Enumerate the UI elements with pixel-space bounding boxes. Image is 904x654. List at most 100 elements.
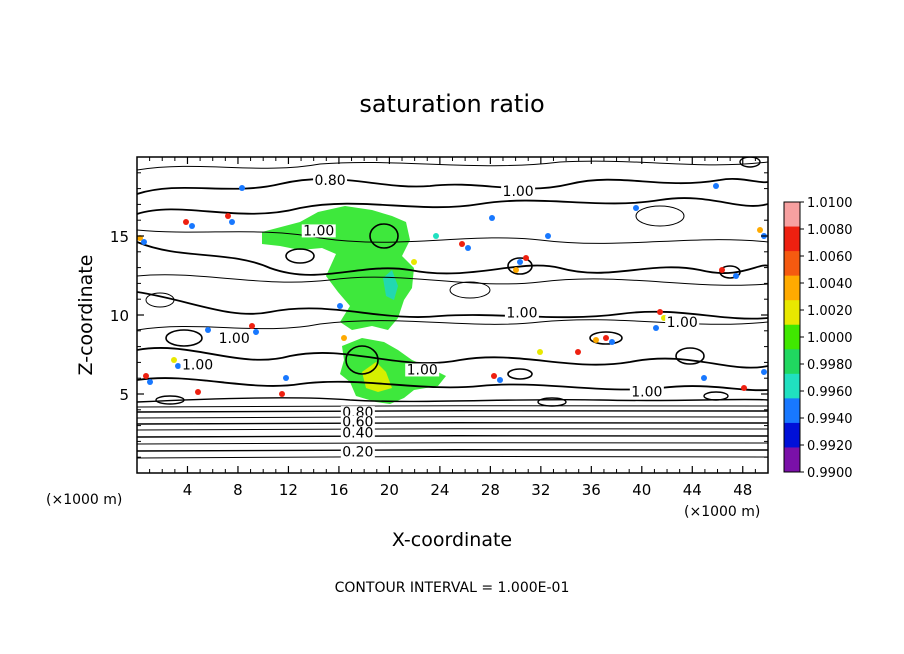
color-speck — [633, 205, 639, 211]
contour-loop-16 — [739, 157, 761, 168]
color-speck — [249, 323, 255, 329]
contour-loop-9 — [449, 281, 491, 299]
contour-line-low-4 — [137, 435, 768, 438]
color-speck — [657, 309, 663, 315]
colorbar-level-label: 0.9900 — [807, 466, 853, 481]
colorbar-level-label: 1.0080 — [807, 223, 853, 238]
color-speck — [433, 233, 439, 239]
contour-label: 0.80 — [315, 173, 346, 189]
contour-line-1-lower — [137, 377, 768, 392]
color-speck — [497, 377, 503, 383]
contour-label: 1.00 — [506, 306, 537, 322]
contour-loop-15 — [703, 391, 729, 401]
color-speck — [189, 223, 195, 229]
contour-line-08-top — [137, 178, 768, 195]
green-saturation-regions — [262, 206, 446, 404]
color-speck — [143, 373, 149, 379]
colorbar-level-label: 1.0060 — [807, 250, 853, 265]
colorbar-swatch — [784, 275, 800, 301]
contour-loop-4 — [507, 368, 533, 380]
contour-line-low-3 — [137, 442, 768, 445]
contour-label-bg — [340, 415, 375, 429]
x-tick-label: 20 — [380, 481, 399, 499]
color-speck — [603, 335, 609, 341]
contour-loop-12 — [345, 345, 379, 375]
color-speck — [537, 349, 543, 355]
color-speck — [225, 213, 231, 219]
colorbar-swatch — [784, 202, 800, 228]
contour-label: 1.00 — [631, 385, 662, 401]
contour-line-low-7 — [137, 416, 768, 419]
colorbar-swatch — [784, 373, 800, 399]
x-tick-label: 4 — [183, 481, 193, 499]
colorbar-swatch — [784, 447, 800, 473]
colorbar-level-label: 0.9920 — [807, 439, 853, 454]
contour-line-low-9 — [137, 405, 768, 408]
colorbar-swatch — [784, 300, 800, 326]
contour-label: 0.40 — [342, 426, 373, 442]
plot-area: 0.801.001.001.001.001.001.00 1.001.000.80… — [110, 156, 769, 499]
contour-line-low-2 — [137, 449, 768, 452]
contour-line-top-thin — [137, 160, 768, 171]
contour-line-1-mid-upper — [137, 241, 768, 276]
x-axis-title: X-coordinate — [392, 529, 512, 551]
colorbar: 1.0100 1.0080 1.0060 1.0040 1.0020 1.0000 0.99… — [783, 196, 853, 481]
contour-label-bg — [504, 306, 539, 320]
x-tick-label: 48 — [733, 481, 752, 499]
color-speck — [141, 239, 147, 245]
contour-line-thin-3 — [137, 274, 768, 286]
colorbar-level-label: 1.0100 — [807, 196, 853, 211]
color-speck — [741, 385, 747, 391]
contour-loop-7 — [675, 347, 705, 365]
colorbar-swatch — [784, 324, 800, 350]
contour-interval-footer: CONTOUR INTERVAL = 1.000E-01 — [335, 580, 570, 596]
color-speck — [253, 329, 259, 335]
color-speck — [719, 267, 725, 273]
color-speck — [653, 325, 659, 331]
color-speck — [205, 327, 211, 333]
color-speck — [545, 233, 551, 239]
color-speck — [239, 185, 245, 191]
color-speck — [491, 373, 497, 379]
green-region-upper — [262, 206, 414, 330]
x-tick-label: 44 — [683, 481, 702, 499]
x-tick-label: 12 — [279, 481, 298, 499]
contour-line-low-8 — [137, 410, 768, 413]
color-speck — [517, 259, 523, 265]
contour-line-thin-2 — [137, 319, 768, 331]
contour-label: 1.00 — [667, 315, 698, 331]
contour-label-bg — [340, 445, 375, 459]
contour-loop-1 — [507, 257, 533, 275]
y-tick-label: 5 — [119, 386, 129, 404]
colorbar-swatch — [784, 398, 800, 424]
contour-label: 1.00 — [407, 362, 438, 378]
contour-label-bg — [501, 184, 536, 198]
contour-label-bg — [301, 224, 336, 238]
contour-line-low-1 — [137, 455, 768, 459]
color-speck — [713, 183, 719, 189]
contour-loop-13 — [537, 397, 567, 407]
color-speck — [733, 273, 739, 279]
contour-loop-14 — [155, 395, 185, 405]
contour-line-low-6 — [137, 422, 768, 425]
contour-loop-5 — [285, 248, 315, 264]
contour-loop-2 — [589, 331, 623, 345]
x-tick-label: 24 — [430, 481, 449, 499]
contour-loop-11 — [369, 223, 399, 249]
colorbar-level-label: 0.9960 — [807, 385, 853, 400]
contour-label: 1.00 — [503, 184, 534, 200]
x-tick-label: 8 — [233, 481, 243, 499]
contour-label: 0.20 — [342, 445, 373, 461]
color-speck — [183, 219, 189, 225]
color-speck — [593, 337, 599, 343]
contour-label-bg — [217, 331, 252, 345]
y-tick-label: 15 — [110, 228, 129, 246]
color-speck — [283, 375, 289, 381]
colorbar-swatch — [784, 251, 800, 277]
colorbar-level-label: 0.9980 — [807, 358, 853, 373]
x-tick-label: 32 — [531, 481, 550, 499]
color-speck — [465, 245, 471, 251]
contour-loop-10 — [145, 292, 175, 308]
contour-label-bg — [665, 316, 700, 330]
